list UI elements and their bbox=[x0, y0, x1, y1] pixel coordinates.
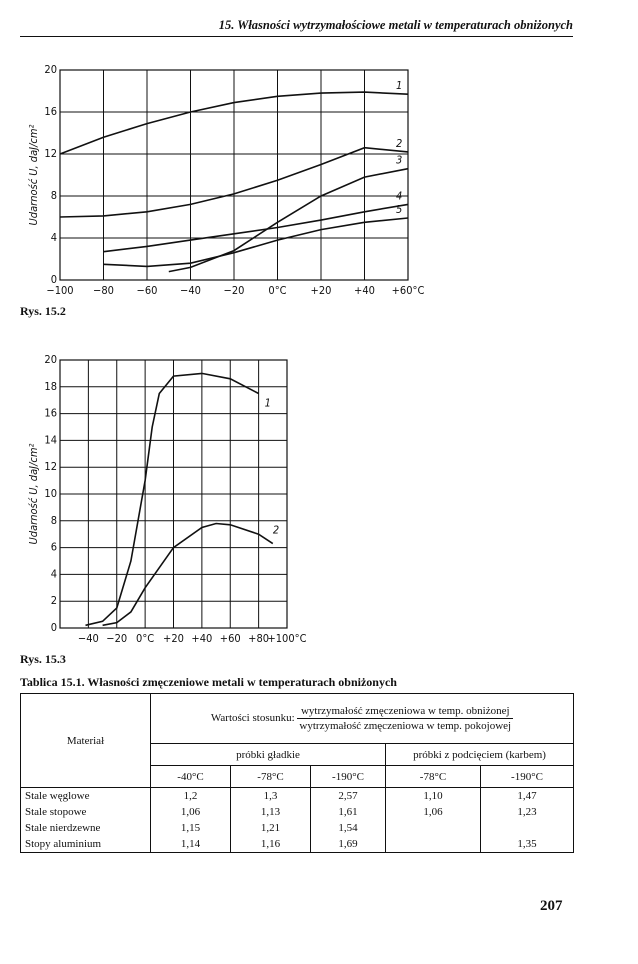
table-cell: 1,14 bbox=[150, 836, 231, 853]
table-cell: Stale nierdzewne bbox=[20, 820, 151, 836]
x-tick-label: −60 bbox=[137, 284, 158, 297]
denominator: wytrzymałość zmęczeniowa w temp. pokojow… bbox=[299, 720, 512, 732]
table-cell: 1,13 bbox=[230, 804, 311, 820]
curve bbox=[103, 203, 409, 253]
y-tick-label: 4 bbox=[51, 231, 57, 244]
numerator: wytrzymałość zmęczeniowa w temp. obniżon… bbox=[297, 704, 514, 719]
running-header: 15. Własności wytrzymałościowe metali w … bbox=[20, 18, 573, 37]
y-tick-label: 20 bbox=[44, 63, 57, 76]
x-tick-label: +60 bbox=[220, 632, 241, 645]
x-tick-label: +20 bbox=[163, 632, 184, 645]
table-caption: Tablica 15.1. Własności zmęczeniowe meta… bbox=[20, 675, 397, 689]
curve-label: 1 bbox=[265, 397, 271, 410]
table-row: Stale stopowe 1,06 1,13 1,61 1,06 1,23 bbox=[20, 804, 575, 820]
table-cell: 1,61 bbox=[310, 804, 386, 820]
table-cell: 1,21 bbox=[230, 820, 311, 836]
x-tick-label: +40 bbox=[354, 284, 375, 297]
curve-label: 1 bbox=[396, 79, 402, 92]
figure-caption: Rys. 15.3 bbox=[20, 652, 66, 666]
figure-caption: Rys. 15.2 bbox=[20, 304, 66, 318]
header-cell: Materiał bbox=[20, 693, 151, 788]
y-tick-label: 2 bbox=[51, 594, 57, 607]
table-row: Stopy aluminium 1,14 1,16 1,69 1,35 bbox=[20, 836, 575, 853]
y-tick-label: 0 bbox=[51, 621, 57, 634]
table-cell: 1,54 bbox=[310, 820, 386, 836]
curve-label: 5 bbox=[396, 203, 402, 216]
y-tick-label: 12 bbox=[44, 147, 57, 160]
x-tick-label: +20 bbox=[311, 284, 332, 297]
y-tick-label: 0 bbox=[51, 273, 57, 286]
curve bbox=[59, 91, 409, 155]
curve bbox=[85, 372, 259, 627]
y-tick-label: 16 bbox=[44, 105, 57, 118]
table-cell: 2,57 bbox=[310, 787, 386, 804]
curve bbox=[59, 146, 409, 218]
table-row: Stale nierdzewne 1,15 1,21 1,54 bbox=[20, 820, 575, 836]
table-cell: 1,15 bbox=[150, 820, 231, 836]
y-tick-label: 10 bbox=[44, 487, 57, 500]
y-tick-label: 8 bbox=[51, 189, 57, 202]
y-tick-label: 8 bbox=[51, 514, 57, 527]
header-cell: próbki z podcięciem (karbem) bbox=[384, 743, 575, 766]
table-cell: 1,69 bbox=[310, 836, 386, 853]
x-tick-label: −20 bbox=[224, 284, 245, 297]
y-tick-label: 4 bbox=[51, 567, 57, 580]
curve-label: 2 bbox=[273, 524, 279, 537]
x-tick-label: 0°C bbox=[136, 632, 154, 645]
y-tick-label: 20 bbox=[44, 353, 57, 366]
table-cell: 1,16 bbox=[230, 836, 311, 853]
table-cell bbox=[385, 820, 481, 836]
table-cell: 1,47 bbox=[479, 787, 575, 804]
table-cell: Stopy aluminium bbox=[20, 836, 151, 853]
header-cell: -190°C bbox=[479, 765, 575, 788]
x-tick-label: +40 bbox=[191, 632, 212, 645]
table-cell: Stale węglowe bbox=[20, 787, 151, 804]
y-tick-label: 14 bbox=[44, 433, 57, 446]
x-tick-label: −80 bbox=[93, 284, 114, 297]
x-tick-label: −40 bbox=[180, 284, 201, 297]
table-row: Stale węglowe 1,2 1,3 2,57 1,10 1,47 bbox=[20, 787, 575, 804]
header-cell: -78°C bbox=[230, 765, 311, 788]
y-tick-label: 6 bbox=[51, 541, 57, 554]
table-cell: 1,35 bbox=[479, 836, 575, 853]
header-cell: -40°C bbox=[150, 765, 231, 788]
table-cell: 1,23 bbox=[479, 804, 575, 820]
x-tick-label: 0°C bbox=[268, 284, 286, 297]
table-cell: 1,2 bbox=[150, 787, 231, 804]
x-tick-label: +100°C bbox=[267, 632, 306, 645]
y-axis-label: Udarność U, daJ/cm² bbox=[27, 125, 40, 226]
header-cell: Wartości stosunku: wytrzymałość zmęczeni… bbox=[149, 693, 575, 744]
table-cell: 1,06 bbox=[385, 804, 481, 820]
header-cell: -78°C bbox=[385, 765, 481, 788]
table-cell: 1,06 bbox=[150, 804, 231, 820]
curve-label: 4 bbox=[396, 189, 402, 202]
table-cell bbox=[479, 820, 575, 836]
table-cell: 1,10 bbox=[385, 787, 481, 804]
curve bbox=[103, 217, 409, 268]
curve-label: 3 bbox=[396, 154, 402, 167]
table: Materiał Wartości stosunku: wytrzymałość… bbox=[20, 693, 575, 853]
curve bbox=[102, 522, 274, 627]
table-cell bbox=[385, 836, 481, 853]
y-axis-label: Udarność U, daJ/cm² bbox=[27, 444, 40, 545]
y-tick-label: 18 bbox=[44, 380, 57, 393]
x-tick-label: −20 bbox=[106, 632, 127, 645]
header-cell: próbki gładkie bbox=[150, 743, 386, 766]
table-cell: Stale stopowe bbox=[20, 804, 151, 820]
page-number: 207 bbox=[540, 898, 563, 914]
x-tick-label: −100 bbox=[46, 284, 73, 297]
ratio-label: Wartości stosunku: bbox=[210, 712, 295, 725]
x-tick-label: +80 bbox=[248, 632, 269, 645]
x-tick-label: −40 bbox=[78, 632, 99, 645]
curve-label: 2 bbox=[396, 137, 402, 150]
y-tick-label: 16 bbox=[44, 407, 57, 420]
fraction: wytrzymałość zmęczeniowa w temp. obniżon… bbox=[297, 704, 514, 733]
y-tick-label: 12 bbox=[44, 460, 57, 473]
x-tick-label: +60°C bbox=[392, 284, 425, 297]
header-cell: -190°C bbox=[310, 765, 386, 788]
curve bbox=[168, 167, 409, 273]
table-cell: 1,3 bbox=[230, 787, 311, 804]
